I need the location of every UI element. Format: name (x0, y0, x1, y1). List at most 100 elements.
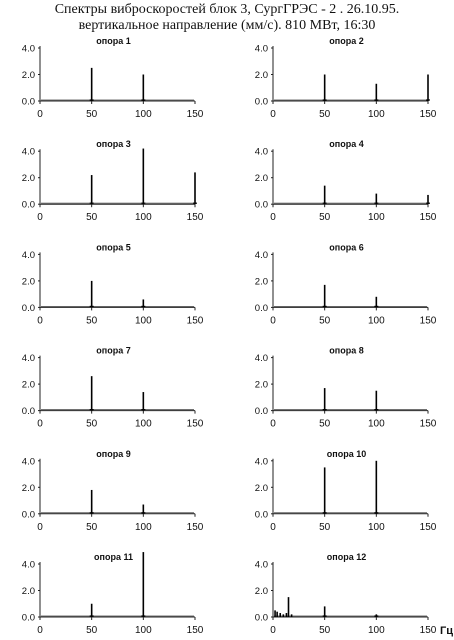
panel-1-y-tick-label: 2.0 (22, 70, 35, 81)
panel-8-x-tick-label: 50 (319, 419, 331, 430)
panel-12-y-tick-label: 2.0 (255, 586, 268, 597)
x-unit-label: Гц (440, 625, 453, 637)
panel-8-title: опора 8 (329, 346, 363, 356)
panel-4-x-tick-label: 50 (319, 212, 331, 223)
panel-9-x-tick-label: 0 (37, 522, 43, 533)
panel-1-y-tick-label: 4.0 (22, 44, 35, 55)
panel-7-y-tick-label: 2.0 (22, 380, 35, 391)
panel-10-y-tick-label: 0.0 (255, 509, 268, 520)
panel-12-y-tick-label: 4.0 (255, 560, 268, 571)
panel-6-y-tick-label: 2.0 (255, 276, 268, 287)
panel-10-x-tick-label: 0 (270, 522, 276, 533)
panel-4-y-tick-label: 0.0 (255, 200, 268, 211)
panel-5-x-tick-label: 150 (187, 315, 204, 326)
panel-11-x-tick-label: 50 (86, 625, 98, 636)
panel-6-title: опора 6 (329, 242, 363, 252)
panel-6-x-tick-label: 50 (319, 315, 331, 326)
panel-8-y-tick-label: 4.0 (255, 353, 268, 364)
panel-7-x-tick-label: 100 (135, 419, 152, 430)
panel-7-title: опора 7 (96, 346, 130, 356)
panel-3-y-tick-label: 0.0 (22, 200, 35, 211)
panel-12-x-tick-label: 100 (368, 625, 385, 636)
panel-7-x-tick-label: 0 (37, 419, 43, 430)
panel-9-x-tick-label: 100 (135, 522, 152, 533)
panel-2-x-tick-label: 100 (368, 109, 385, 120)
panel-10-y-tick-label: 2.0 (255, 483, 268, 494)
panel-8-x-tick-label: 100 (368, 419, 385, 430)
panel-5-x-tick-label: 0 (37, 315, 43, 326)
panel-2-y-tick-label: 0.0 (255, 97, 268, 108)
panel-6-y-tick-label: 0.0 (255, 303, 268, 314)
panel-8-y-tick-label: 2.0 (255, 380, 268, 391)
panel-5-x-tick-label: 100 (135, 315, 152, 326)
panel-10-x-tick-label: 150 (420, 522, 437, 533)
panel-8-x-tick-label: 0 (270, 419, 276, 430)
panel-2-y-tick-label: 4.0 (255, 44, 268, 55)
panel-6-x-tick-label: 100 (368, 315, 385, 326)
panel-7-y-tick-label: 0.0 (22, 406, 35, 417)
panel-10-x-tick-label: 50 (319, 522, 331, 533)
panel-4-x-tick-label: 0 (270, 212, 276, 223)
panel-11-title: опора 11 (94, 552, 133, 562)
panel-12-y-tick-label: 0.0 (255, 613, 268, 624)
chart-title-line-2: вертикальное направление (мм/с). 810 МВт… (78, 18, 376, 33)
panel-6-y-tick-label: 4.0 (255, 250, 268, 261)
panel-5-y-tick-label: 0.0 (22, 303, 35, 314)
panel-5-title: опора 5 (96, 242, 130, 252)
panel-9-y-tick-label: 0.0 (22, 509, 35, 520)
panel-8-y-tick-label: 0.0 (255, 406, 268, 417)
panel-1-title: опора 1 (96, 36, 130, 46)
panel-9-x-tick-label: 50 (86, 522, 98, 533)
panel-4-title: опора 4 (329, 139, 363, 149)
panel-3-x-tick-label: 0 (37, 212, 43, 223)
chart-title-line-1: Спектры виброскоростей блок 3, СургГРЭС … (54, 2, 400, 17)
panel-7-y-tick-label: 4.0 (22, 353, 35, 364)
panel-9-x-tick-label: 150 (187, 522, 204, 533)
panel-11-x-tick-label: 100 (135, 625, 152, 636)
panel-2-x-tick-label: 0 (270, 109, 276, 120)
panel-1-x-tick-label: 100 (135, 109, 152, 120)
panel-1-x-tick-label: 150 (187, 109, 204, 120)
panel-3-x-tick-label: 50 (86, 212, 98, 223)
panel-11-y-tick-label: 0.0 (22, 613, 35, 624)
panel-11-x-tick-label: 0 (37, 625, 43, 636)
panel-3-x-tick-label: 100 (135, 212, 152, 223)
panel-12-x-tick-label: 0 (270, 625, 276, 636)
panel-2-x-tick-label: 150 (420, 109, 437, 120)
panel-5-y-tick-label: 4.0 (22, 250, 35, 261)
panel-3-y-tick-label: 4.0 (22, 147, 35, 158)
panel-5-x-tick-label: 50 (86, 315, 98, 326)
panel-4-y-tick-label: 4.0 (255, 147, 268, 158)
panel-3-x-tick-label: 150 (187, 212, 204, 223)
panel-9-y-tick-label: 2.0 (22, 483, 35, 494)
panel-12-title: опора 12 (327, 552, 366, 562)
panel-8-x-tick-label: 150 (420, 419, 437, 430)
panel-11-x-tick-label: 150 (187, 625, 204, 636)
panel-4-y-tick-label: 2.0 (255, 173, 268, 184)
panel-10-x-tick-label: 100 (368, 522, 385, 533)
panel-1-x-tick-label: 0 (37, 109, 43, 120)
panel-2-y-tick-label: 2.0 (255, 70, 268, 81)
panel-1-y-tick-label: 0.0 (22, 97, 35, 108)
panel-3-y-tick-label: 2.0 (22, 173, 35, 184)
panel-10-y-tick-label: 4.0 (255, 456, 268, 467)
panel-2-x-tick-label: 50 (319, 109, 331, 120)
panel-4-x-tick-label: 100 (368, 212, 385, 223)
panel-1-x-tick-label: 50 (86, 109, 98, 120)
panel-9-y-tick-label: 4.0 (22, 456, 35, 467)
panel-2-title: опора 2 (329, 36, 363, 46)
panel-4-x-tick-label: 150 (420, 212, 437, 223)
panel-12-x-tick-label: 50 (319, 625, 331, 636)
panel-11-y-tick-label: 4.0 (22, 560, 35, 571)
panel-6-x-tick-label: 150 (420, 315, 437, 326)
panel-11-y-tick-label: 2.0 (22, 586, 35, 597)
panel-7-x-tick-label: 50 (86, 419, 98, 430)
panel-7-x-tick-label: 150 (187, 419, 204, 430)
panel-9-title: опора 9 (96, 449, 130, 459)
panel-3-title: опора 3 (96, 139, 130, 149)
panel-6-x-tick-label: 0 (270, 315, 276, 326)
panel-10-title: опора 10 (327, 449, 366, 459)
panel-12-x-tick-label: 150 (420, 625, 437, 636)
panel-5-y-tick-label: 2.0 (22, 276, 35, 287)
